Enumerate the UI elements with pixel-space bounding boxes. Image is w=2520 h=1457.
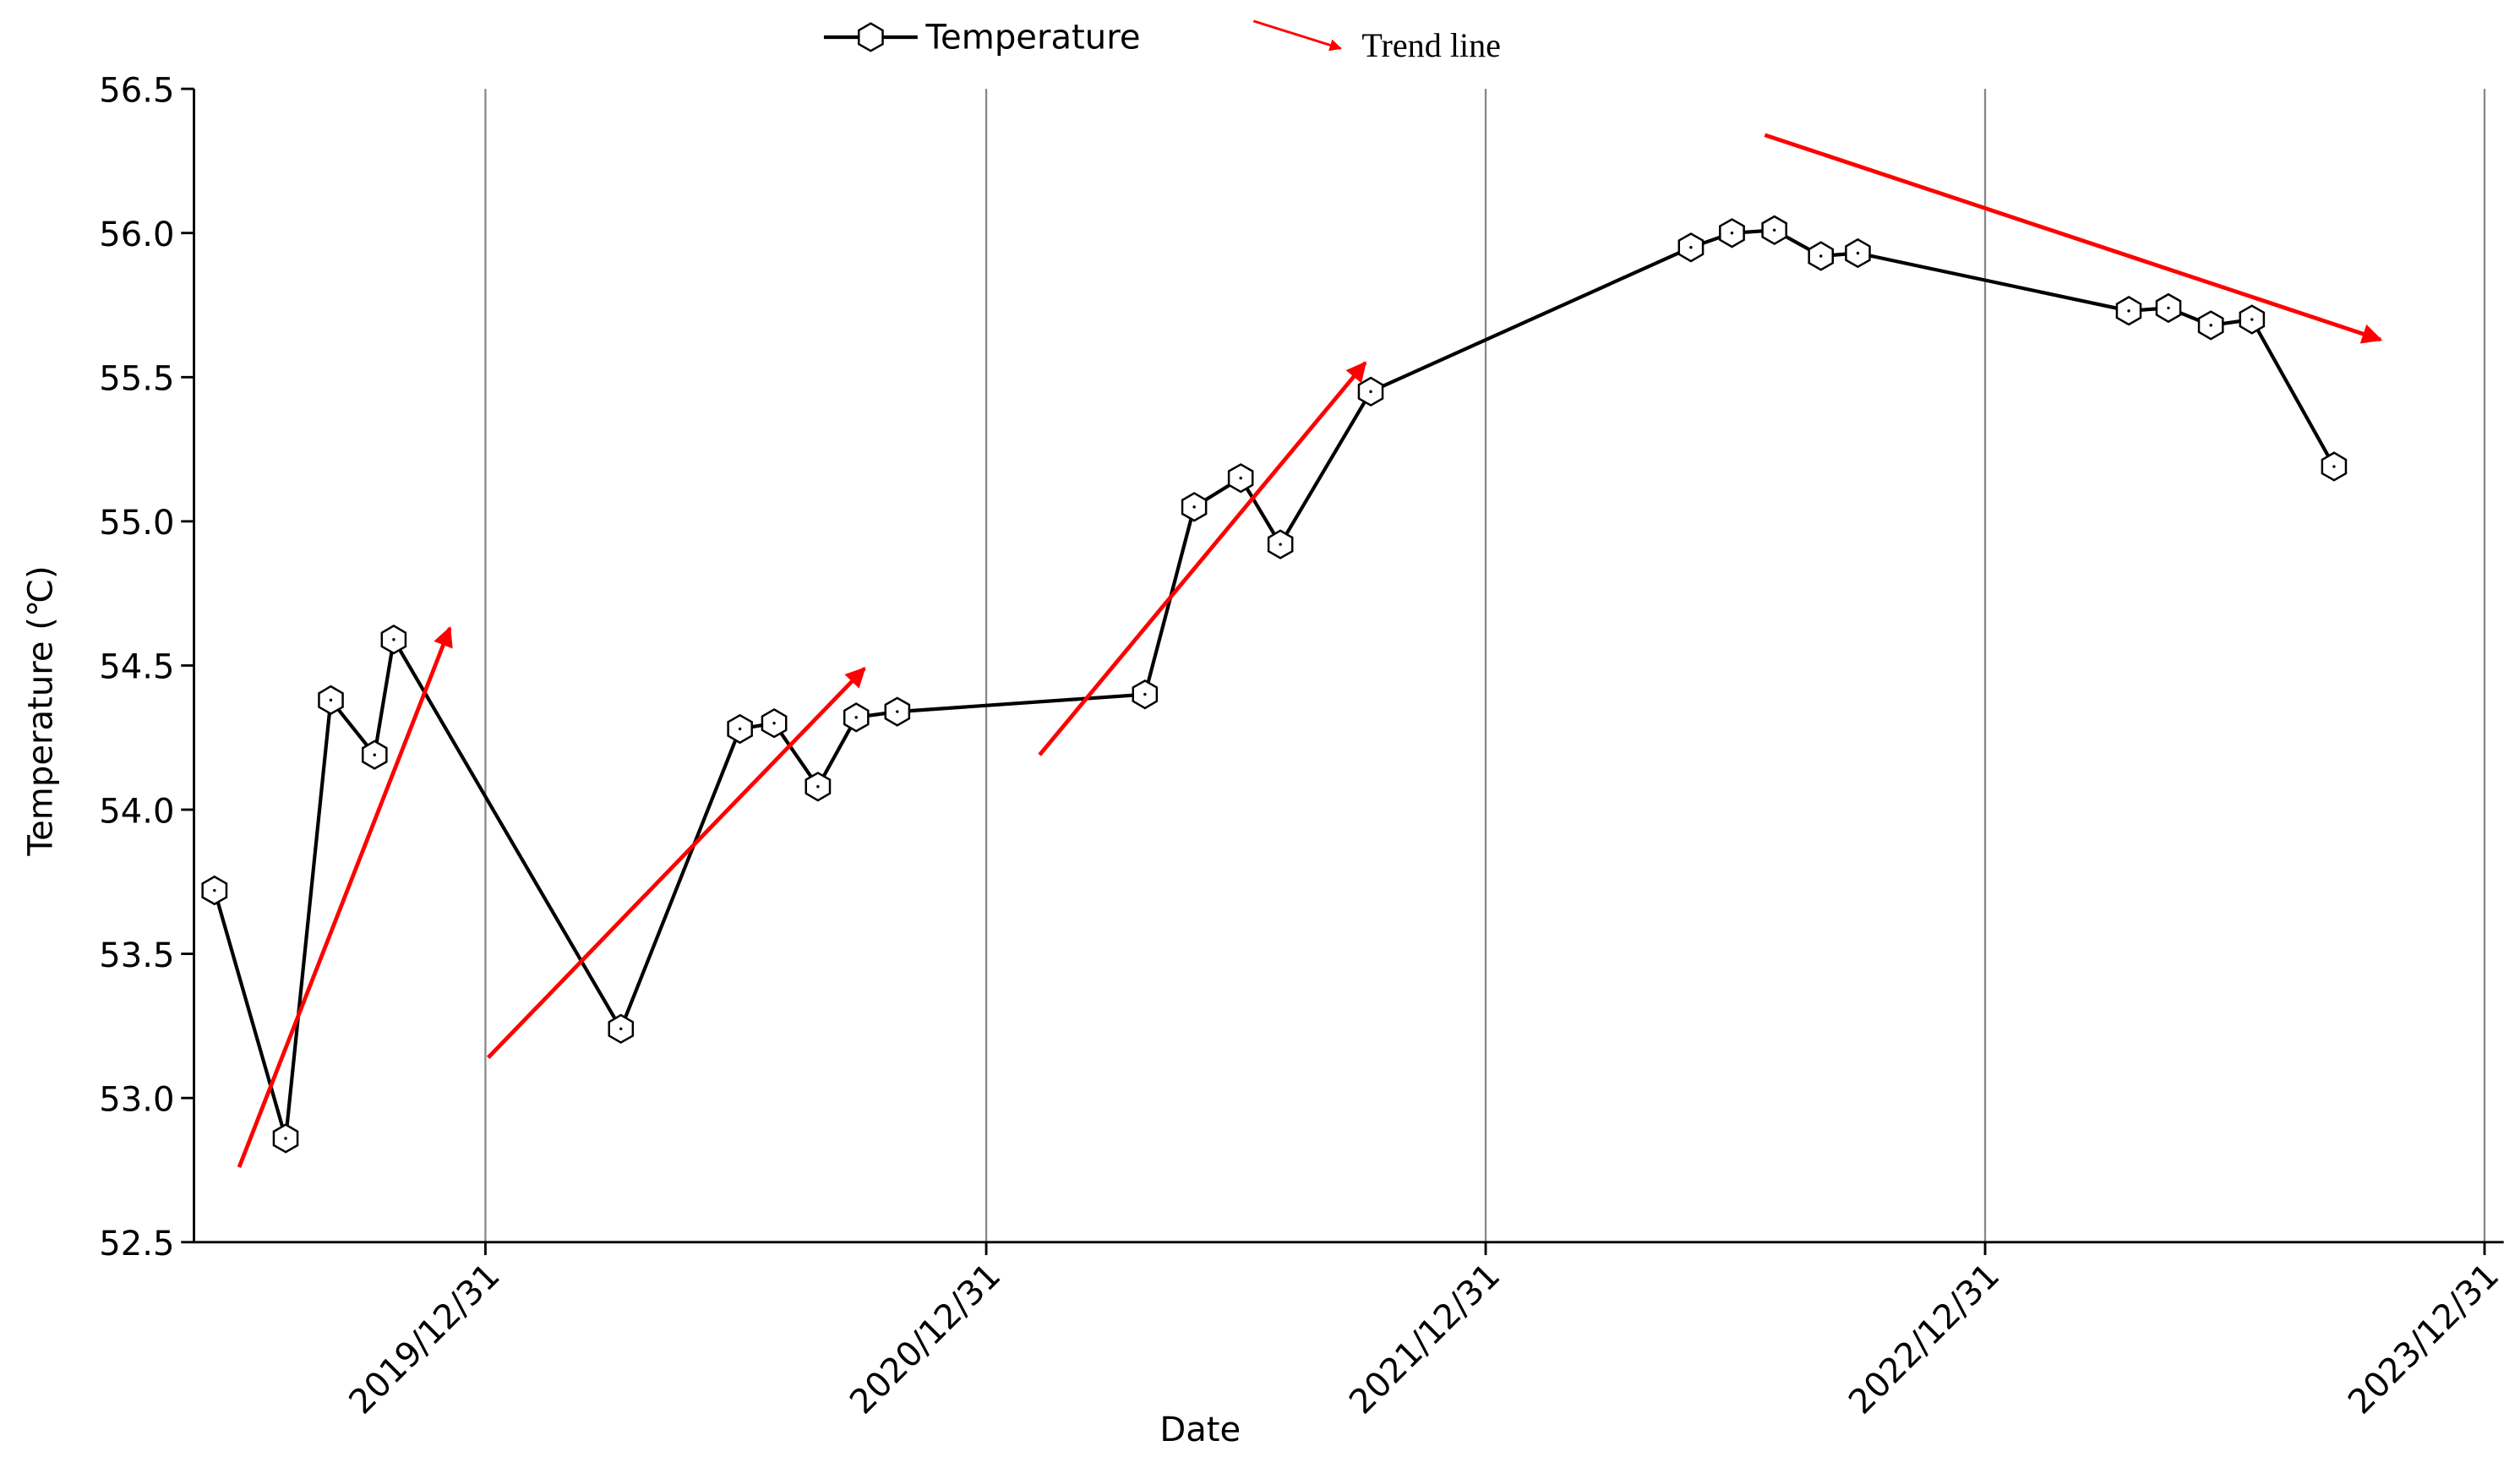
x-tick-label: 2020/12/31 [843, 1256, 1008, 1422]
data-point-center [1772, 228, 1776, 232]
data-point-center [1689, 246, 1693, 249]
legend-label: Temperature [925, 18, 1140, 57]
x-tick-label: 2022/12/31 [1841, 1256, 2007, 1422]
series-line [212, 228, 2336, 1139]
x-tick-label: 2019/12/31 [342, 1256, 508, 1422]
trend-arrow [486, 667, 866, 1060]
grid [484, 89, 2486, 1242]
data-point-center [1143, 692, 1147, 696]
data-point-center [284, 1137, 287, 1140]
legend-arrow [1252, 19, 1342, 52]
trend-arrow [1764, 133, 2383, 344]
data-point-center [1279, 543, 1282, 546]
data-point-center [1369, 390, 1372, 394]
data-point-center [772, 721, 776, 725]
data-point-center [2127, 309, 2130, 313]
data-point-center [213, 888, 216, 892]
data-point-center [1856, 251, 1860, 255]
data-point-center [2209, 324, 2212, 327]
y-tick-label: 54.5 [99, 648, 174, 687]
data-point-center [329, 698, 333, 702]
legend-label: Trend line [1361, 26, 1501, 64]
legend-marker [857, 22, 884, 52]
data-point-center [2332, 465, 2336, 468]
data-point-center [896, 710, 899, 713]
data-point-center [1730, 231, 1734, 235]
y-tick-label: 56.5 [99, 71, 174, 110]
y-tick-label: 53.0 [99, 1081, 174, 1120]
x-tick-label: 2021/12/31 [1342, 1256, 1508, 1422]
data-point-center [619, 1027, 623, 1031]
data-point-center [373, 753, 376, 756]
data-point-center [1239, 476, 1242, 480]
data-point-center [816, 785, 820, 789]
y-tick-label: 55.0 [99, 504, 174, 543]
trend-arrow [237, 625, 453, 1168]
y-axis-title: Temperature (℃) [21, 565, 60, 856]
data-point-center [392, 638, 395, 641]
y-tick-label: 53.5 [99, 936, 174, 975]
y-tick-label: 55.5 [99, 360, 174, 399]
y-tick-label: 56.0 [99, 216, 174, 254]
data-point-center [2250, 318, 2254, 321]
data-point-center [854, 716, 858, 719]
y-tick-label: 54.0 [99, 792, 174, 831]
legend: Temperature Trend line [823, 18, 1501, 64]
data-point-center [738, 727, 742, 731]
x-axis-title: Date [1159, 1411, 1241, 1449]
y-tick-label: 52.5 [99, 1225, 174, 1263]
data-point-center [1192, 505, 1196, 509]
data-point-center [1819, 254, 1823, 258]
x-tick-label: 2023/12/31 [2341, 1256, 2506, 1422]
data-point-center [2167, 306, 2170, 310]
trend-arrow [1038, 361, 1367, 756]
